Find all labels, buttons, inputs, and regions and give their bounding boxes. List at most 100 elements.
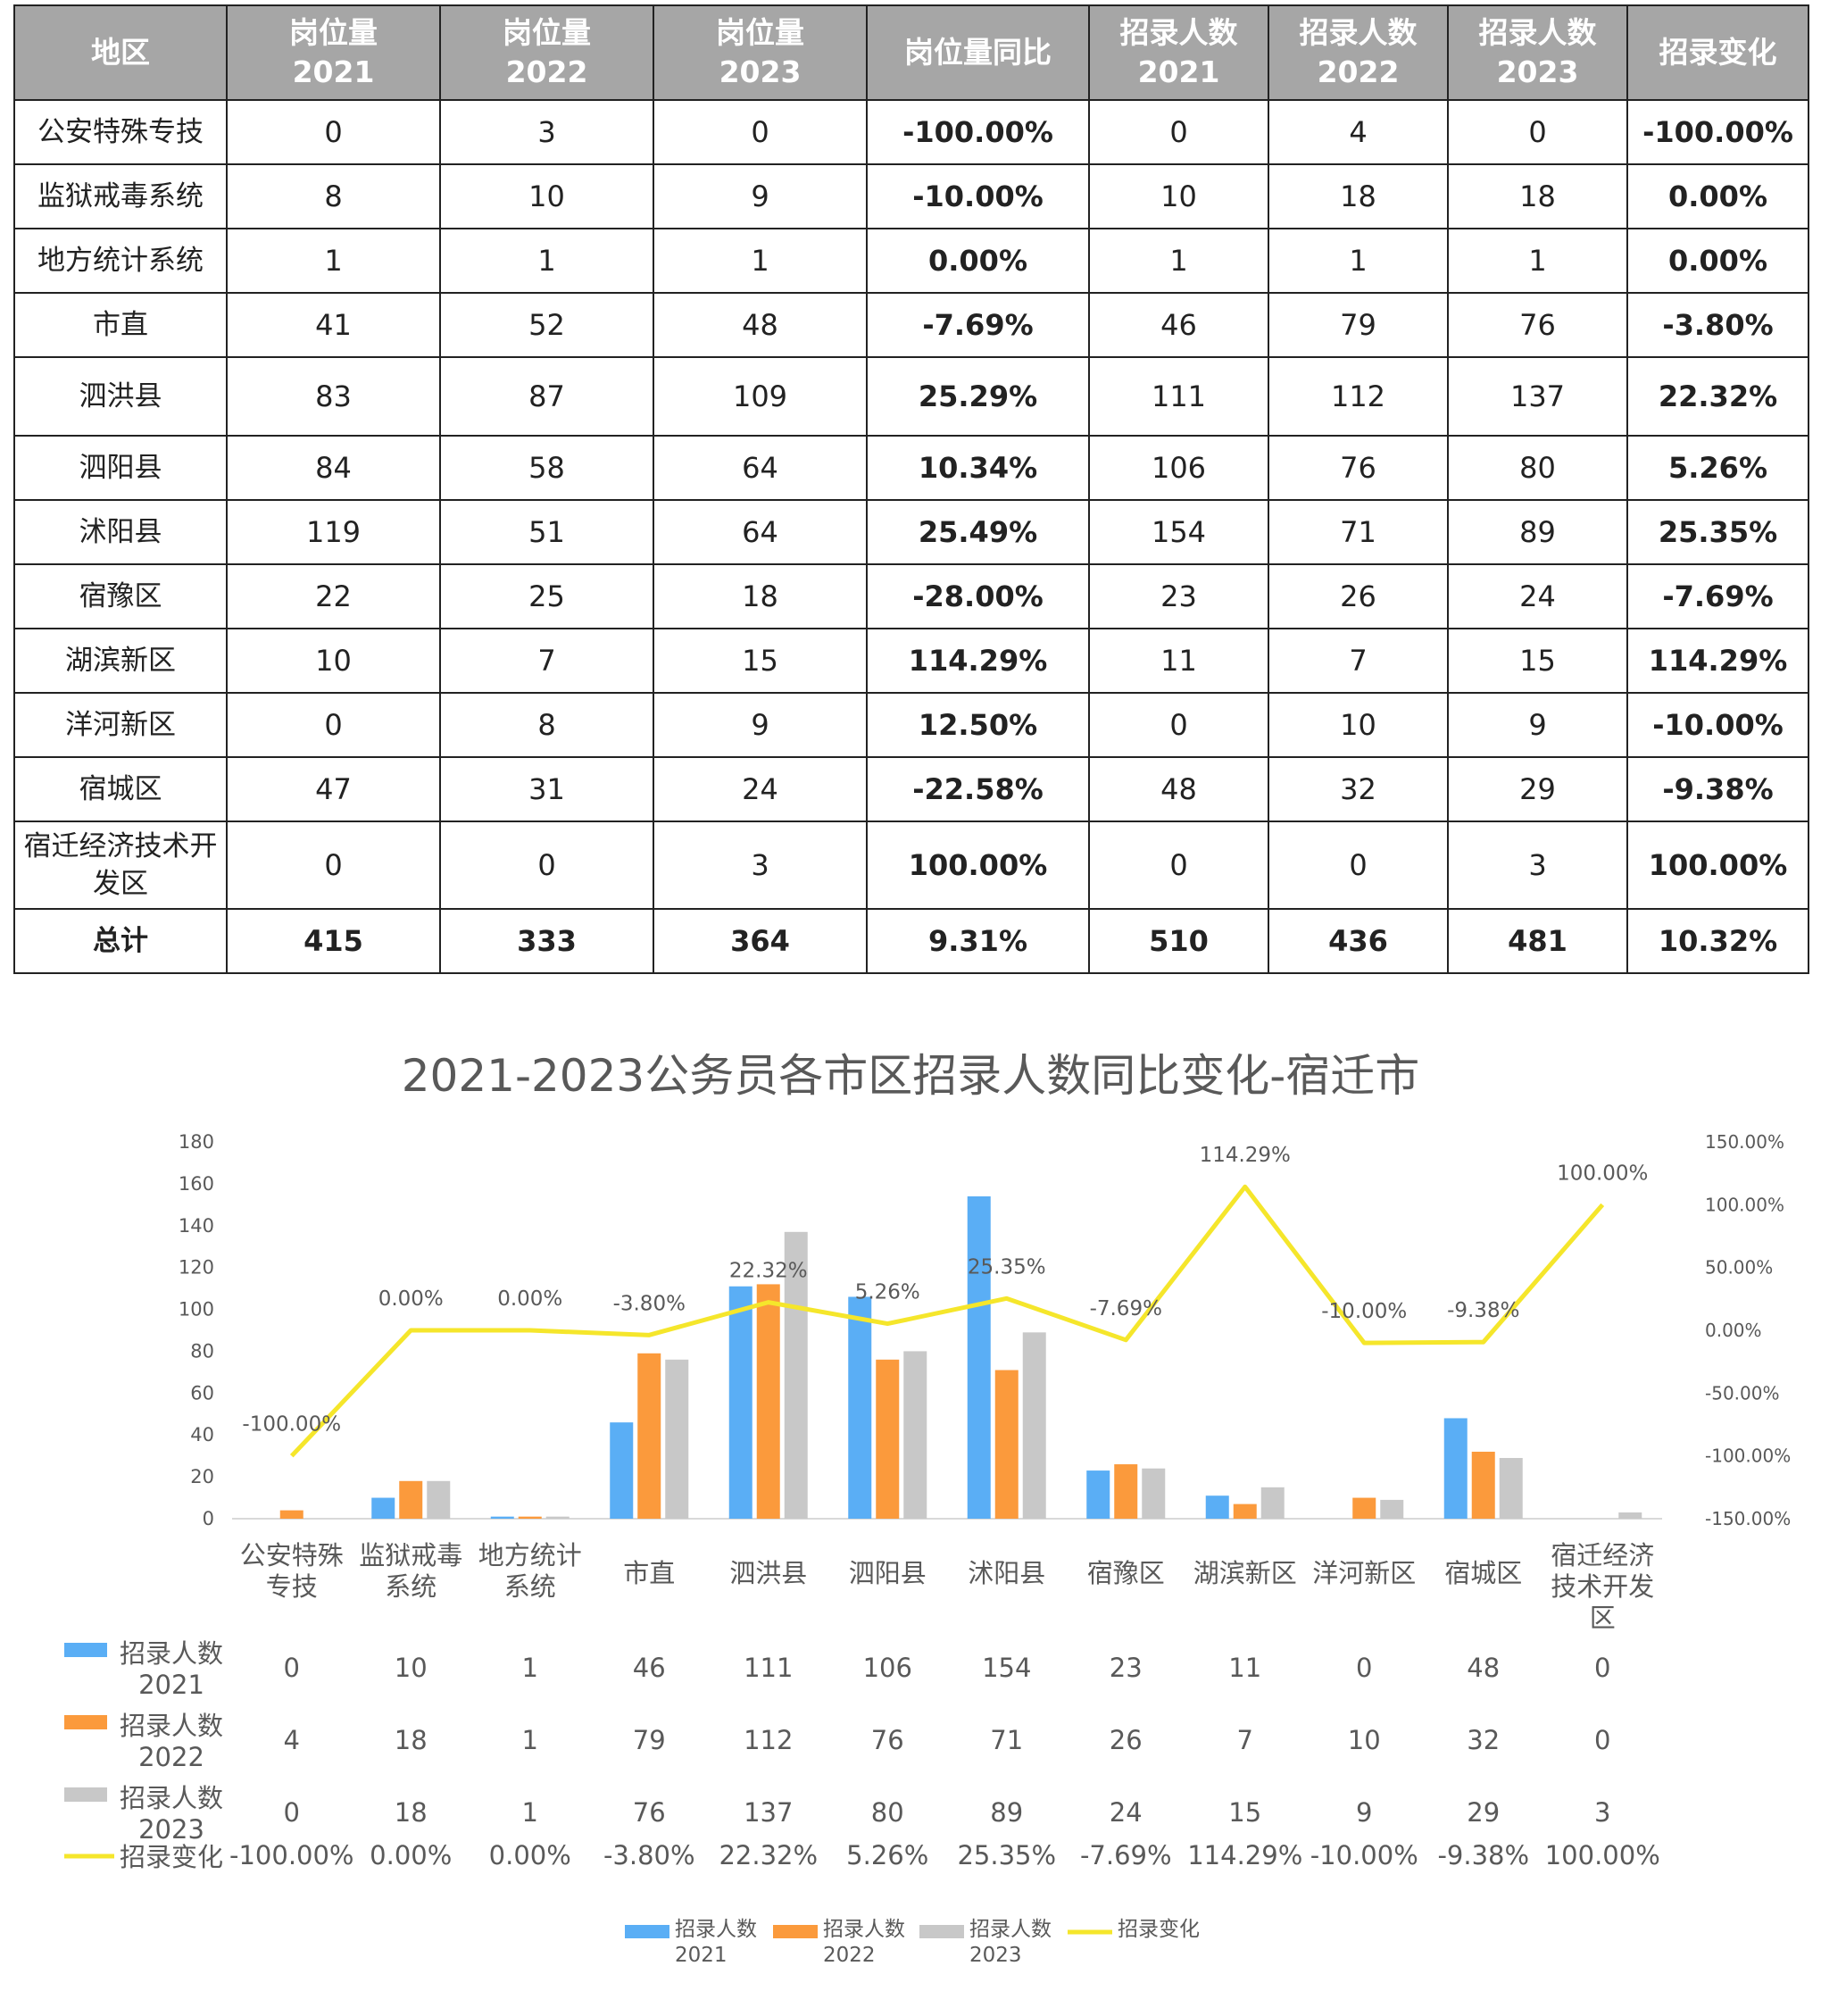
data-table-cell: 0 — [1594, 1725, 1610, 1755]
data-label: -9.38% — [1447, 1299, 1519, 1322]
y2-tick-label: -150.00% — [1705, 1508, 1791, 1529]
recruitment-table: 地区 岗位量 2021 岗位量 2022 岗位量 2023 岗位量同比 招录人数 2021… — [13, 4, 1809, 974]
table-cell: -7.69% — [1626, 563, 1809, 629]
x-tick-label: 洋河新区 — [1312, 1558, 1416, 1588]
legend-label: 招录人数 2021 — [675, 1918, 757, 1967]
column-header: 岗位量 2022 — [439, 4, 654, 101]
table-cell: 47 — [226, 756, 441, 822]
x-tick-label: 沭阳县 — [968, 1558, 1045, 1588]
bar — [545, 1516, 570, 1519]
table-cell: 48 — [653, 292, 868, 358]
data-table-row-label: 招录人数 2022 — [120, 1711, 223, 1772]
legend-label: 招录变化 — [1118, 1918, 1200, 1941]
data-table-cell: 80 — [871, 1797, 904, 1828]
table-cell: 9.31% — [866, 908, 1090, 974]
table-cell: 3 — [1447, 821, 1628, 910]
bar — [490, 1516, 514, 1519]
table-row: 地方统计系统 1 1 1 0.00% 1 1 1 0.00% — [13, 228, 1809, 294]
bar — [756, 1284, 780, 1519]
bar — [903, 1351, 927, 1519]
data-table-cell: 0 — [284, 1653, 300, 1683]
bar — [665, 1359, 689, 1519]
table-cell: -100.00% — [866, 99, 1090, 165]
table-cell: -7.69% — [866, 292, 1090, 358]
table-cell: 112 — [1268, 356, 1449, 437]
table-cell: 29 — [1447, 756, 1628, 822]
legend-label: 招录人数 2022 — [823, 1918, 905, 1967]
data-table-cell: 22.32% — [719, 1840, 818, 1870]
table-cell: 25.29% — [866, 356, 1090, 437]
x-tick-label: 监狱戒毒系统 — [359, 1540, 462, 1602]
x-tick-label: 泗阳县 — [849, 1558, 927, 1588]
table-row: 沭阳县 119 51 64 25.49% 154 71 89 25.35% — [13, 499, 1809, 565]
bar — [728, 1286, 753, 1519]
table-cell: 481 — [1447, 908, 1628, 974]
data-table-cell: 112 — [744, 1725, 793, 1755]
table-row: 监狱戒毒系统 8 10 9 -10.00% 10 18 18 0.00% — [13, 163, 1809, 229]
data-label: 5.26% — [855, 1281, 920, 1304]
data-table-row-label: 招录人数 2021 — [120, 1638, 223, 1700]
table-cell: 111 — [1088, 356, 1269, 437]
x-tick-label: 宿豫区 — [1087, 1558, 1165, 1588]
data-table-cell: 114.29% — [1187, 1840, 1302, 1870]
table-cell: 154 — [1088, 499, 1269, 565]
table-row: 洋河新区 0 8 9 12.50% 0 10 9 -10.00% — [13, 692, 1809, 758]
region-cell: 泗洪县 — [13, 356, 228, 437]
table-cell: 76 — [1268, 435, 1449, 501]
region-cell: 总计 — [13, 908, 228, 974]
line-series — [289, 1184, 1605, 1458]
bar — [427, 1480, 451, 1519]
table-cell: 114.29% — [1626, 628, 1809, 694]
data-table-cell: 11 — [1228, 1653, 1261, 1683]
data-table-cell: 0.00% — [370, 1840, 452, 1870]
table-cell: 46 — [1088, 292, 1269, 358]
data-table-cell: 23 — [1110, 1653, 1143, 1683]
bar — [518, 1516, 542, 1519]
legend-key — [64, 1715, 107, 1729]
bar — [994, 1370, 1019, 1519]
y-tick-label: 140 — [179, 1215, 214, 1237]
data-table-cell: -7.69% — [1080, 1840, 1172, 1870]
region-cell: 市直 — [13, 292, 228, 358]
table-cell: 0.00% — [1626, 228, 1809, 294]
table-cell: 114.29% — [866, 628, 1090, 694]
bar — [399, 1480, 423, 1519]
table-cell: 5.26% — [1626, 435, 1809, 501]
table-cell: -10.00% — [1626, 692, 1809, 758]
bar — [1352, 1497, 1376, 1519]
y-tick-label: 60 — [190, 1382, 214, 1404]
x-tick-label: 宿城区 — [1444, 1558, 1522, 1588]
table-cell: 83 — [226, 356, 441, 437]
column-header: 岗位量 2021 — [226, 4, 441, 101]
table-cell: 1 — [1268, 228, 1449, 294]
region-cell: 宿豫区 — [13, 563, 228, 629]
y-tick-label: 80 — [190, 1340, 214, 1362]
bar — [1086, 1470, 1110, 1519]
table-cell: 0 — [226, 821, 441, 910]
data-table-cell: -100.00% — [229, 1840, 354, 1870]
table-cell: 12.50% — [866, 692, 1090, 758]
table-cell: 10 — [1268, 692, 1449, 758]
table-cell: 109 — [653, 356, 868, 437]
data-label: 0.00% — [378, 1287, 444, 1311]
column-header: 岗位量 2023 — [653, 4, 868, 101]
data-table-cell: 0 — [1594, 1653, 1610, 1683]
table-cell: 48 — [1088, 756, 1269, 822]
table-cell: 10 — [439, 163, 654, 229]
column-header: 招录人数 2022 — [1268, 4, 1449, 101]
table-cell: 79 — [1268, 292, 1449, 358]
data-table-cell: -3.80% — [603, 1840, 695, 1870]
legend-swatch — [773, 1925, 818, 1938]
table-total-row: 总计 415 333 364 9.31% 510 436 481 10.32% — [13, 908, 1809, 974]
y2-tick-label: 0.00% — [1705, 1320, 1762, 1341]
x-tick-label: 宿迁经济技术开发区 — [1551, 1540, 1654, 1633]
table-cell: 0 — [1088, 692, 1269, 758]
table-cell: 23 — [1088, 563, 1269, 629]
data-table-cell: 0 — [284, 1797, 300, 1828]
x-tick-label: 地方统计系统 — [478, 1540, 582, 1602]
table-cell: 0.00% — [1626, 163, 1809, 229]
y-tick-label: 180 — [179, 1131, 214, 1153]
bar — [1114, 1464, 1138, 1519]
data-label: -10.00% — [1321, 1300, 1407, 1323]
table-cell: 8 — [226, 163, 441, 229]
